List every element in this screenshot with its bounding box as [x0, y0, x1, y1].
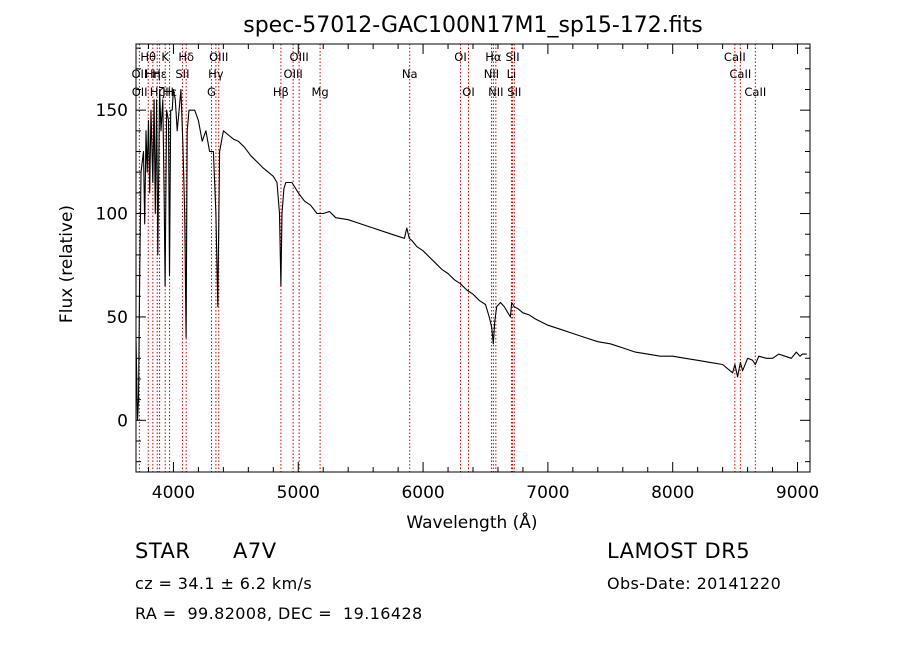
- line-label: SII: [506, 50, 520, 64]
- chart-title: spec-57012-GAC100N17M1_sp15-172.fits: [243, 13, 703, 38]
- line-label: SII: [507, 85, 521, 99]
- y-tick-label: 150: [96, 101, 128, 121]
- spectrum-series: [135, 88, 807, 421]
- line-label: Hζ: [150, 85, 165, 99]
- line-label: CaII: [744, 85, 766, 99]
- line-label: OI: [454, 50, 466, 64]
- line-markers: [138, 44, 756, 472]
- line-label: H: [165, 85, 174, 99]
- line-label: OII: [131, 67, 147, 81]
- x-tick-label: 6000: [401, 483, 444, 503]
- line-label: OI: [462, 85, 474, 99]
- coordinates: RA = 99.82008, DEC = 19.16428: [135, 604, 423, 623]
- object-class: STAR: [135, 539, 191, 563]
- plot-axes: 4000 5000 6000 7000 8000 9000 0 50 100 150: [96, 43, 819, 503]
- x-tick-label: 7000: [526, 483, 569, 503]
- plot-frame: [135, 43, 811, 473]
- line-label: OII: [132, 85, 148, 99]
- x-tick-label: 9000: [776, 483, 819, 503]
- line-label: Hγ: [208, 67, 224, 81]
- obs-date: Obs-Date: 20141220: [607, 574, 782, 593]
- y-tick-label: 100: [96, 205, 128, 225]
- line-label: OIII: [209, 50, 228, 64]
- spectral-subclass: A7V: [233, 539, 277, 563]
- line-label: Mg: [311, 85, 328, 99]
- line-label: Hθ: [140, 50, 156, 64]
- spectrum-line: [135, 88, 807, 421]
- survey-name: LAMOST DR5: [607, 539, 751, 563]
- line-label: Li: [507, 67, 517, 81]
- line-label: OIII: [284, 67, 303, 81]
- x-tick-label: 4000: [152, 483, 195, 503]
- y-tick-label: 50: [106, 308, 128, 328]
- line-label: K: [161, 50, 169, 64]
- y-tick-label: 0: [117, 411, 128, 431]
- redshift-value: cz = 34.1 ± 6.2 km/s: [135, 574, 313, 593]
- x-tick-label: 5000: [277, 483, 320, 503]
- x-axis-label: Wavelength (Å): [406, 511, 537, 533]
- line-label: OIII: [290, 50, 309, 64]
- line-label: NII: [488, 85, 503, 99]
- y-axis-label: Flux (relative): [57, 205, 77, 323]
- x-tick-label: 8000: [651, 483, 694, 503]
- line-label: Hα: [485, 50, 502, 64]
- line-label: G: [207, 85, 216, 99]
- line-label: Hε: [152, 67, 167, 81]
- line-label: Hη: [145, 67, 161, 81]
- line-label: NII: [484, 67, 499, 81]
- line-label: Hβ: [273, 85, 289, 99]
- line-label: CaII: [729, 67, 751, 81]
- line-label: SII: [175, 67, 189, 81]
- line-label: CaII: [724, 50, 746, 64]
- line-label: Hδ: [178, 50, 194, 64]
- line-label: Na: [402, 67, 418, 81]
